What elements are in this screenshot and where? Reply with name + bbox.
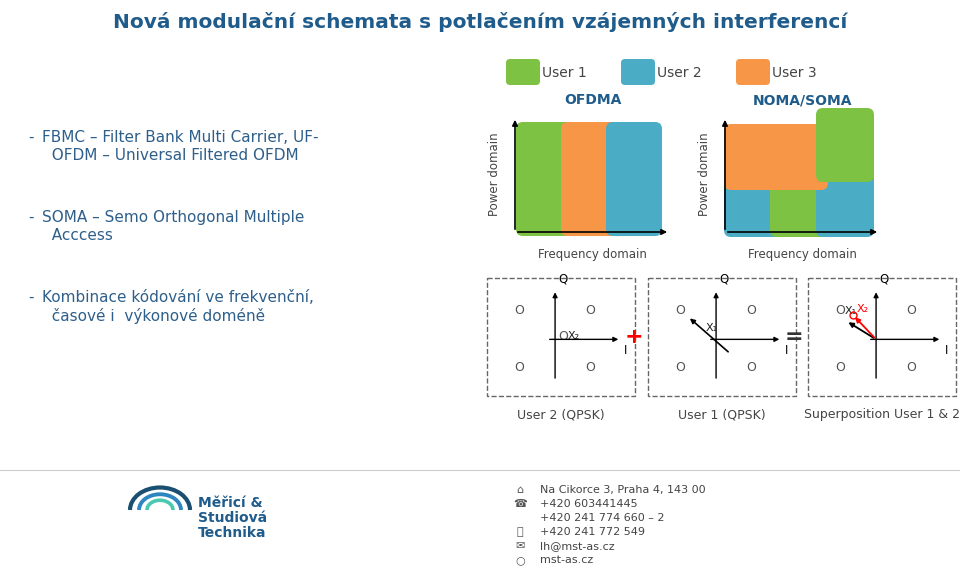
Text: +420 241 774 660 – 2: +420 241 774 660 – 2 bbox=[540, 513, 664, 523]
Text: O: O bbox=[906, 361, 917, 374]
Text: X₁: X₁ bbox=[706, 323, 717, 333]
Text: O: O bbox=[558, 330, 568, 343]
Text: I: I bbox=[624, 344, 628, 357]
Text: Q: Q bbox=[719, 272, 729, 286]
Text: OFDM – Universal Filtered OFDM: OFDM – Universal Filtered OFDM bbox=[42, 148, 299, 163]
Text: O: O bbox=[586, 304, 595, 317]
Text: mst-as.cz: mst-as.cz bbox=[540, 555, 593, 565]
Text: ✉: ✉ bbox=[516, 541, 525, 551]
Text: X₂: X₂ bbox=[856, 304, 869, 314]
Text: O: O bbox=[676, 304, 685, 317]
Text: I: I bbox=[785, 344, 788, 357]
Text: User 1 (QPSK): User 1 (QPSK) bbox=[678, 408, 766, 421]
FancyBboxPatch shape bbox=[724, 124, 782, 190]
Text: Nová modulační schemata s potlačením vzájemných interferencí: Nová modulační schemata s potlačením vzá… bbox=[113, 12, 847, 32]
Text: User 3: User 3 bbox=[772, 66, 817, 80]
FancyBboxPatch shape bbox=[606, 122, 662, 236]
Text: User 2 (QPSK): User 2 (QPSK) bbox=[517, 408, 605, 421]
Text: Superposition User 1 & 2: Superposition User 1 & 2 bbox=[804, 408, 960, 421]
Text: ⌂: ⌂ bbox=[516, 485, 523, 495]
Text: X₂: X₂ bbox=[568, 331, 580, 341]
Text: +420 603441445: +420 603441445 bbox=[540, 499, 637, 509]
Text: Q: Q bbox=[558, 272, 567, 286]
FancyBboxPatch shape bbox=[621, 59, 655, 85]
Bar bbox=[487, 278, 635, 396]
Text: O: O bbox=[586, 361, 595, 374]
FancyBboxPatch shape bbox=[770, 124, 828, 190]
Text: ○: ○ bbox=[516, 555, 525, 565]
Text: -: - bbox=[28, 130, 34, 145]
FancyBboxPatch shape bbox=[770, 171, 828, 237]
Text: X₁: X₁ bbox=[844, 306, 856, 316]
Text: Power domain: Power domain bbox=[699, 133, 711, 216]
FancyBboxPatch shape bbox=[816, 163, 874, 237]
Text: O: O bbox=[747, 304, 756, 317]
Text: O: O bbox=[836, 361, 846, 374]
Text: -: - bbox=[28, 210, 34, 225]
Text: I: I bbox=[946, 344, 948, 357]
Text: O: O bbox=[515, 361, 524, 374]
Text: Frequency domain: Frequency domain bbox=[538, 248, 647, 261]
Text: FBMC – Filter Bank Multi Carrier, UF-: FBMC – Filter Bank Multi Carrier, UF- bbox=[42, 130, 319, 145]
Text: NOMA/SOMA: NOMA/SOMA bbox=[753, 93, 852, 107]
Text: =: = bbox=[784, 327, 804, 347]
Text: -: - bbox=[28, 290, 34, 305]
FancyBboxPatch shape bbox=[561, 122, 617, 236]
Text: SOMA – Semo Orthogonal Multiple: SOMA – Semo Orthogonal Multiple bbox=[42, 210, 304, 225]
Bar bbox=[808, 278, 956, 396]
Text: lh@mst-as.cz: lh@mst-as.cz bbox=[540, 541, 614, 551]
Text: User 1: User 1 bbox=[542, 66, 587, 80]
Text: Power domain: Power domain bbox=[489, 133, 501, 216]
FancyBboxPatch shape bbox=[724, 171, 782, 237]
FancyBboxPatch shape bbox=[506, 59, 540, 85]
FancyBboxPatch shape bbox=[816, 108, 874, 182]
Text: Na Cikorce 3, Praha 4, 143 00: Na Cikorce 3, Praha 4, 143 00 bbox=[540, 485, 706, 495]
Text: Q: Q bbox=[879, 272, 888, 286]
Text: časové i  výkonové doméně: časové i výkonové doméně bbox=[42, 308, 265, 324]
Text: ⎘: ⎘ bbox=[516, 527, 523, 537]
Text: O: O bbox=[747, 361, 756, 374]
Text: O: O bbox=[676, 361, 685, 374]
Text: Kombinace kódování ve frekvenční,: Kombinace kódování ve frekvenční, bbox=[42, 290, 314, 305]
Text: O: O bbox=[906, 304, 917, 317]
Text: User 2: User 2 bbox=[657, 66, 702, 80]
Bar bbox=[648, 278, 796, 396]
Text: O: O bbox=[836, 304, 846, 317]
Text: Frequency domain: Frequency domain bbox=[748, 248, 857, 261]
Text: O: O bbox=[515, 304, 524, 317]
Text: Měřicí &: Měřicí & bbox=[198, 496, 263, 510]
Text: Technika: Technika bbox=[198, 526, 267, 540]
Text: +: + bbox=[625, 327, 643, 347]
Text: Studiová: Studiová bbox=[198, 511, 267, 525]
Text: ☎: ☎ bbox=[513, 499, 527, 509]
Text: +420 241 772 549: +420 241 772 549 bbox=[540, 527, 645, 537]
Text: Acccess: Acccess bbox=[42, 228, 113, 243]
FancyBboxPatch shape bbox=[516, 122, 572, 236]
FancyBboxPatch shape bbox=[736, 59, 770, 85]
Text: OFDMA: OFDMA bbox=[564, 93, 621, 107]
